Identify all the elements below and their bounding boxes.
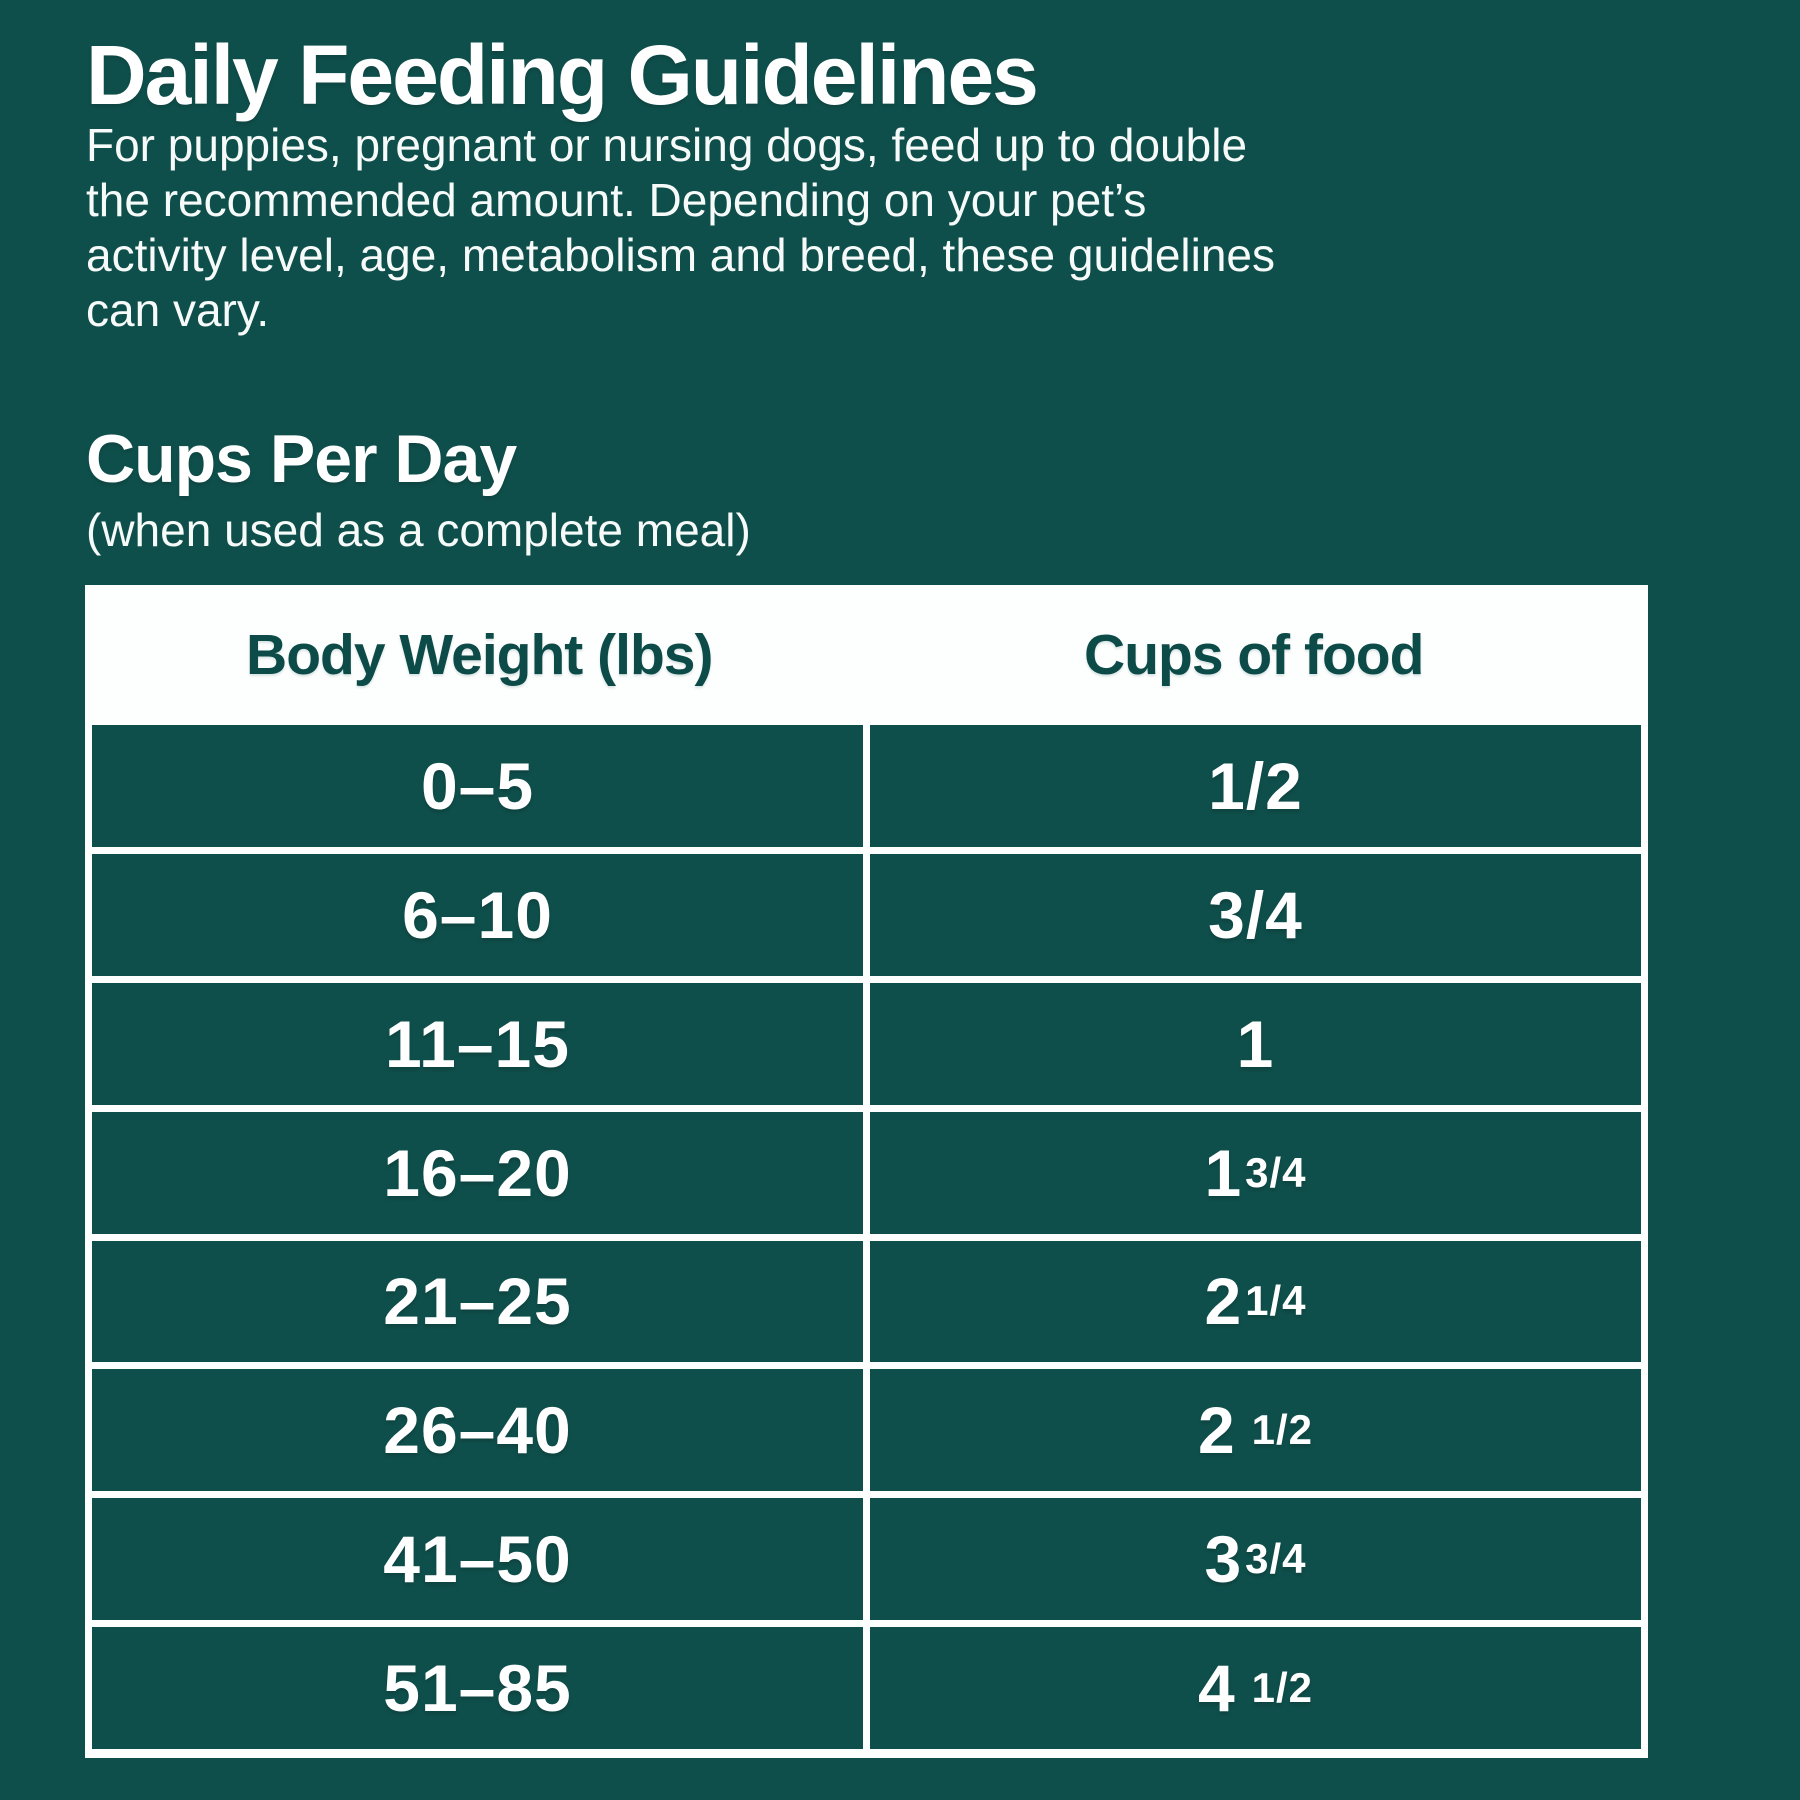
- cups-cell: 3/4: [870, 853, 1641, 976]
- table-row: 21–25 2 1/4: [92, 1240, 1641, 1363]
- body-weight-cell: 6–10: [92, 853, 863, 976]
- body-weight-cell: 41–50: [92, 1498, 863, 1621]
- body-weight-cell: 21–25: [92, 1240, 863, 1363]
- table-body: 0–5 1/2 6–10 3/4 11–15 1 16–20 1 3/4: [92, 725, 1641, 1749]
- body-weight-cell: 26–40: [92, 1369, 863, 1492]
- table-row: 6–10 3/4: [92, 853, 1641, 976]
- table-header-row: Body Weight (lbs) Cups of food: [92, 585, 1641, 725]
- table-row: 51–85 4 1/2: [92, 1627, 1641, 1749]
- body-weight-cell: 11–15: [92, 982, 863, 1105]
- cups-whole-value: 1: [1204, 1135, 1243, 1210]
- cups-fraction-value: 1/4: [1245, 1277, 1307, 1325]
- cups-fraction-value: 3/4: [1245, 1148, 1307, 1196]
- cups-whole-value: 4: [1197, 1651, 1236, 1726]
- body-weight-cell: 0–5: [92, 725, 863, 847]
- table-row: 16–20 1 3/4: [92, 1111, 1641, 1234]
- column-header-cups-of-food: Cups of food: [1084, 623, 1424, 687]
- table-row: 41–50 3 3/4: [92, 1498, 1641, 1621]
- cups-cell: 3 3/4: [870, 1498, 1641, 1621]
- cups-cell: 2 1/4: [870, 1240, 1641, 1363]
- cups-fraction-value: 1/2: [1251, 1664, 1314, 1712]
- column-header-body-weight: Body Weight (lbs): [246, 623, 713, 687]
- cups-cell: 1 3/4: [870, 1111, 1641, 1234]
- cups-whole-value: 2: [1197, 1393, 1236, 1468]
- body-weight-value: 16–20: [383, 1135, 572, 1210]
- cups-cell: 1/2: [870, 725, 1641, 847]
- body-weight-cell: 16–20: [92, 1111, 863, 1234]
- cups-whole-value: 3: [1204, 1522, 1243, 1597]
- body-weight-value: 11–15: [385, 1006, 570, 1081]
- table-row: 0–5 1/2: [92, 725, 1641, 847]
- feeding-table: Body Weight (lbs) Cups of food 0–5 1/2 6…: [85, 585, 1648, 1758]
- table-row: 11–15 1: [92, 982, 1641, 1105]
- table-row: 26–40 2 1/2: [92, 1369, 1641, 1492]
- body-weight-cell: 51–85: [92, 1627, 863, 1749]
- section-heading-cups-per-day: Cups Per Day: [86, 421, 517, 497]
- cups-fraction-value: 1/2: [1251, 1406, 1314, 1454]
- section-subheading: (when used as a complete meal): [86, 504, 751, 556]
- body-weight-value: 41–50: [383, 1522, 572, 1597]
- intro-text: For puppies, pregnant or nursing dogs, f…: [86, 119, 1276, 336]
- cups-whole-value: 1: [1236, 1006, 1275, 1081]
- cups-cell: 4 1/2: [870, 1627, 1641, 1749]
- body-weight-value: 6–10: [402, 877, 553, 952]
- page-title: Daily Feeding Guidelines: [86, 28, 1039, 122]
- cups-whole-value: 2: [1204, 1264, 1243, 1339]
- cups-fraction-value: 1/2: [1208, 748, 1303, 823]
- body-weight-value: 51–85: [383, 1651, 572, 1726]
- body-weight-value: 0–5: [420, 748, 535, 823]
- body-weight-value: 26–40: [383, 1393, 572, 1468]
- cups-cell: 2 1/2: [870, 1369, 1641, 1492]
- body-weight-value: 21–25: [383, 1264, 572, 1339]
- cups-fraction-value: 3/4: [1245, 1535, 1307, 1583]
- cups-fraction-value: 3/4: [1208, 877, 1303, 952]
- cups-cell: 1: [870, 982, 1641, 1105]
